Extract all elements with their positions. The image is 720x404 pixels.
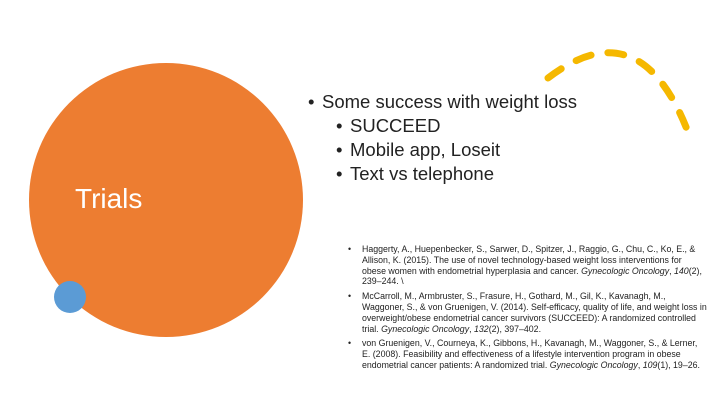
reference-text: 132: [474, 323, 489, 334]
reference-text: 140: [674, 265, 689, 276]
reference-text: von Gruenigen, V., Courneya, K., Gibbons…: [362, 338, 698, 370]
reference-list: Haggerty, A., Huepenbecker, S., Sarwer, …: [348, 244, 707, 375]
reference: von Gruenigen, V., Courneya, K., Gibbons…: [348, 338, 707, 370]
reference-text: (2), 397–402.: [488, 323, 542, 334]
reference-text: ,: [637, 359, 643, 370]
bullet-list: Some success with weight lossSUCCEEDMobi…: [308, 90, 577, 186]
reference-text: ,: [469, 323, 474, 334]
reference-text: Gynecologic Oncology: [581, 265, 670, 276]
reference-text: Haggerty, A., Huepenbecker, S., Sarwer, …: [362, 244, 696, 276]
reference-text: McCarroll, M., Armbruster, S., Frasure, …: [362, 291, 707, 334]
reference: Haggerty, A., Huepenbecker, S., Sarwer, …: [348, 244, 707, 287]
reference-text: 109: [642, 359, 658, 370]
reference-text: (2), 239–244. \: [362, 265, 702, 287]
bullet: Text vs telephone: [336, 162, 577, 186]
reference-text: Gynecologic Oncology: [549, 359, 638, 370]
bullet: Some success with weight loss: [308, 90, 577, 114]
reference: McCarroll, M., Armbruster, S., Frasure, …: [348, 291, 707, 334]
reference-text: ,: [669, 265, 674, 276]
bullet: SUCCEED: [336, 114, 577, 138]
blue-circle: [54, 281, 86, 313]
slide-title: Trials: [75, 183, 143, 214]
reference-text: (1), 19–26.: [657, 359, 700, 370]
bullet: Mobile app, Loseit: [336, 138, 577, 162]
reference-text: Gynecologic Oncology: [381, 323, 470, 334]
orange-circle: [29, 63, 303, 337]
